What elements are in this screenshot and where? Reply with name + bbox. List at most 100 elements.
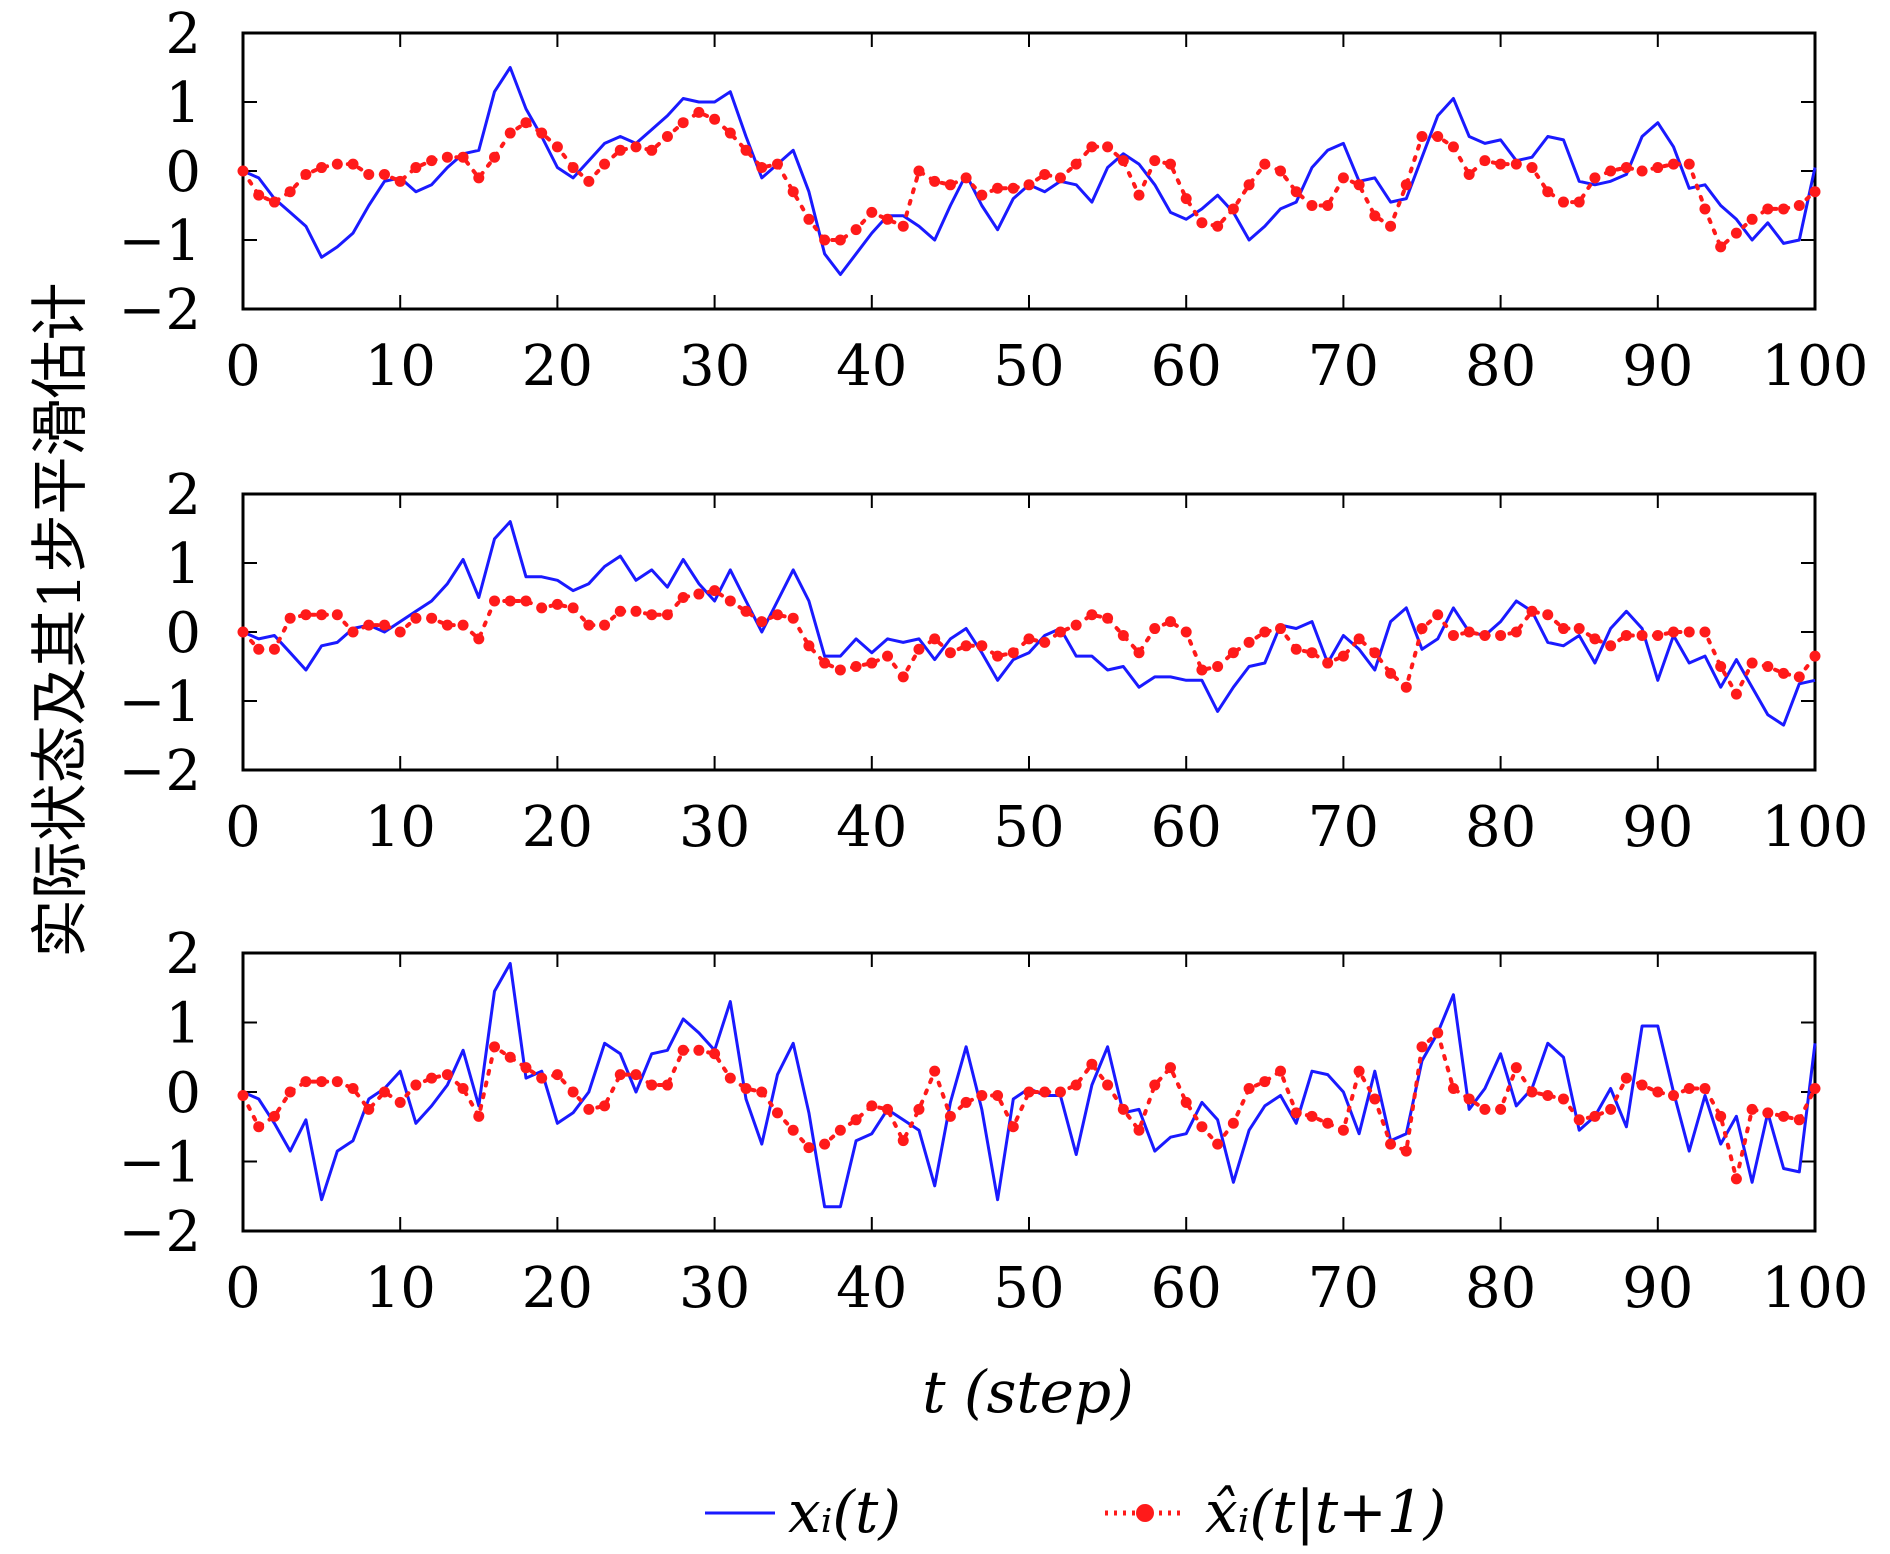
- estimate-point: [1793, 200, 1805, 211]
- estimate-point: [677, 117, 689, 129]
- estimate-point: [1620, 1072, 1632, 1084]
- estimate-point: [1526, 162, 1538, 174]
- x-tick-label: 20: [522, 795, 593, 860]
- estimate-point: [677, 592, 689, 603]
- estimate-point: [457, 1083, 469, 1095]
- estimate-point: [347, 158, 359, 170]
- x-tick-label: 60: [1151, 334, 1222, 399]
- x-tick-label: 50: [993, 795, 1064, 860]
- estimate-point: [976, 1089, 988, 1101]
- estimate-point: [1102, 141, 1114, 153]
- estimate-point: [1652, 162, 1664, 174]
- y-tick-label: 2: [165, 2, 201, 67]
- estimate-point: [237, 165, 249, 177]
- estimate-point: [1322, 200, 1334, 211]
- series-line-actual: [242, 520, 1816, 727]
- x-tick-label: 30: [679, 795, 750, 860]
- x-tick-label: 90: [1622, 1256, 1693, 1321]
- estimate-point: [1400, 681, 1412, 693]
- estimate-point: [1510, 626, 1522, 638]
- estimate-point: [599, 1100, 611, 1112]
- x-tick-label: 30: [679, 334, 750, 399]
- estimate-point: [1620, 629, 1632, 641]
- estimate-point: [284, 186, 296, 198]
- estimate-point: [567, 162, 579, 174]
- estimate-point: [1605, 1103, 1617, 1115]
- estimate-point: [1668, 626, 1680, 638]
- estimate-point: [850, 1114, 862, 1126]
- estimate-point: [1715, 1110, 1727, 1122]
- estimate-point: [300, 168, 312, 180]
- estimate-point: [1432, 1027, 1444, 1039]
- estimate-point: [1699, 626, 1711, 638]
- estimate-point: [1463, 626, 1475, 638]
- estimate-point: [599, 619, 611, 631]
- estimate-point: [1730, 688, 1742, 700]
- estimate-point: [976, 640, 988, 652]
- estimate-point: [457, 619, 469, 631]
- estimate-point: [740, 144, 752, 156]
- estimate-point: [1164, 616, 1176, 628]
- estimate-point: [929, 633, 941, 645]
- estimate-point: [1510, 158, 1522, 170]
- estimate-point: [253, 189, 265, 201]
- estimate-point: [1699, 1083, 1711, 1095]
- estimate-point: [410, 612, 422, 624]
- estimate-point: [1668, 158, 1680, 170]
- y-tick-label: 1: [165, 532, 201, 597]
- estimate-point: [771, 1107, 783, 1119]
- estimate-point: [819, 657, 831, 669]
- estimate-point: [724, 595, 736, 607]
- estimate-point: [1746, 1103, 1758, 1115]
- x-tick-label: 80: [1465, 795, 1536, 860]
- estimate-point: [489, 1041, 501, 1053]
- estimate-point: [614, 605, 626, 617]
- estimate-point: [787, 186, 799, 198]
- estimate-point: [1369, 210, 1381, 222]
- estimate-point: [1557, 196, 1569, 208]
- estimate-point: [1243, 636, 1255, 648]
- estimate-point: [1385, 667, 1397, 679]
- estimate-point: [661, 131, 673, 142]
- estimate-point: [1715, 241, 1727, 253]
- estimate-point: [1400, 1145, 1412, 1157]
- estimate-point: [426, 612, 438, 624]
- estimate-point: [992, 182, 1004, 194]
- estimate-point: [268, 643, 280, 655]
- estimate-point: [709, 1048, 721, 1060]
- estimate-point: [1762, 1107, 1774, 1119]
- estimate-point: [1636, 629, 1648, 641]
- estimate-point: [1479, 1103, 1491, 1115]
- estimate-point: [1463, 168, 1475, 180]
- estimate-point: [1227, 1117, 1239, 1129]
- estimate-point: [1447, 1083, 1459, 1095]
- estimate-point: [1495, 629, 1507, 641]
- estimate-point: [1778, 203, 1790, 215]
- estimate-point: [913, 643, 925, 655]
- estimate-point: [1400, 179, 1412, 191]
- estimate-point: [1275, 165, 1287, 177]
- y-tick-label: 2: [165, 922, 201, 987]
- estimate-point: [1652, 1086, 1664, 1098]
- estimate-point: [1039, 1086, 1051, 1098]
- estimate-point: [1353, 179, 1365, 191]
- x-axis-title: t (step): [922, 1358, 1134, 1426]
- estimate-point: [331, 158, 343, 170]
- estimate-point: [284, 1086, 296, 1098]
- estimate-point: [504, 1051, 516, 1063]
- estimate-point: [426, 155, 438, 167]
- estimate-point: [1039, 636, 1051, 648]
- estimate-point: [740, 1083, 752, 1095]
- estimate-point: [897, 220, 909, 232]
- estimate-point: [1510, 1062, 1522, 1074]
- estimate-point: [1683, 626, 1695, 638]
- estimate-point: [661, 609, 673, 621]
- estimate-point: [1070, 158, 1082, 170]
- estimate-point: [363, 619, 375, 631]
- estimate-point: [756, 616, 768, 628]
- estimate-point: [1495, 1103, 1507, 1115]
- y-tick-label: 0: [165, 601, 201, 666]
- estimate-point: [331, 609, 343, 621]
- x-tick-label: 80: [1465, 1256, 1536, 1321]
